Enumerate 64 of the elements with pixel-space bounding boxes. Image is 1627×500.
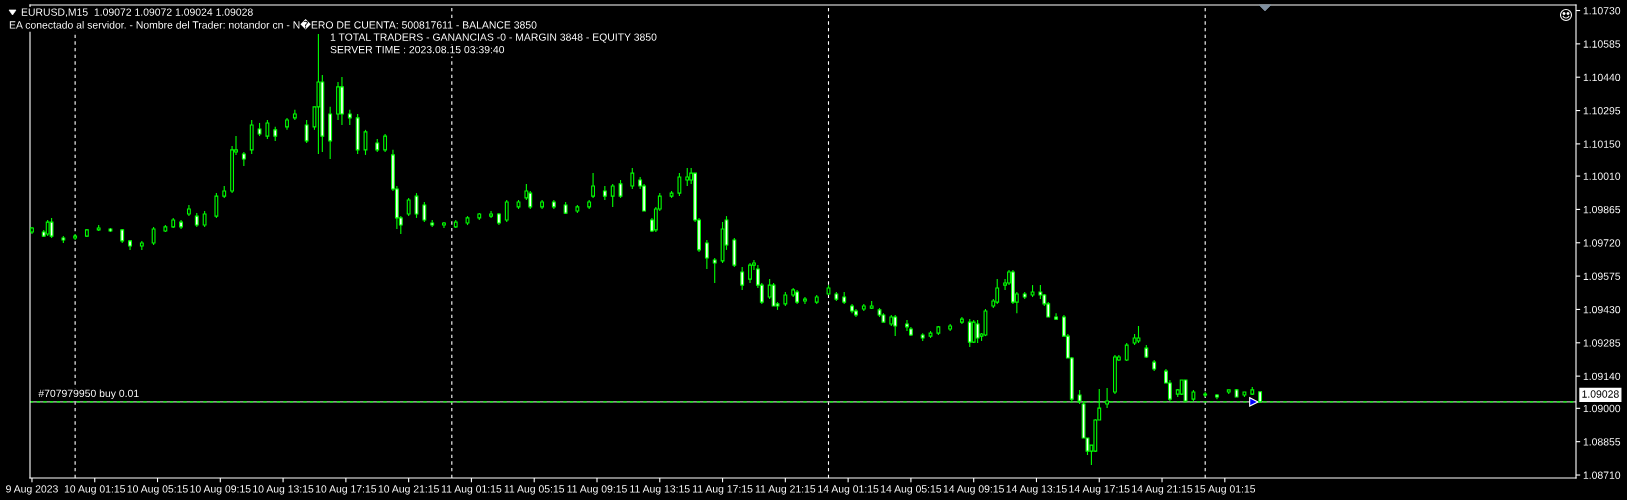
candlestick <box>983 308 988 337</box>
candlestick <box>630 167 635 190</box>
candlestick <box>151 226 156 246</box>
x-tick-label: 11 Aug 17:15 <box>693 485 753 495</box>
y-tick-label: 1.09285 <box>1583 339 1621 347</box>
candlestick <box>967 318 972 348</box>
y-tick-label: 1.09720 <box>1583 239 1621 247</box>
candlestick <box>406 197 411 217</box>
x-tick-label: 14 Aug 21:15 <box>1132 485 1193 495</box>
candlestick <box>740 266 745 291</box>
chart-title: EURUSD,M15 1.09072 1.09072 1.09024 1.09028 <box>21 8 253 18</box>
candlestick <box>214 192 219 219</box>
y-tick-label: 1.09000 <box>1583 404 1621 413</box>
y-tick-label: 1.10010 <box>1583 172 1621 180</box>
y-tick-label: 1.08710 <box>1583 471 1621 479</box>
x-tick-label: 11 Aug 09:15 <box>567 485 627 495</box>
x-tick-label: 11 Aug 21:15 <box>755 485 816 495</box>
y-tick-label: 1.09430 <box>1583 305 1621 314</box>
candlestick <box>414 192 419 219</box>
y-tick-label: 1.10585 <box>1583 40 1621 48</box>
x-tick-label: 10 Aug 01:15 <box>64 485 126 495</box>
y-tick-label: 1.09575 <box>1583 272 1621 280</box>
x-tick-label: 11 Aug 01:15 <box>441 485 502 495</box>
x-tick-label: 14 Aug 13:15 <box>1006 485 1067 495</box>
candlestick <box>704 239 709 270</box>
x-tick-label: 10 Aug 13:15 <box>253 485 314 495</box>
y-tick-label: 1.10150 <box>1583 140 1621 148</box>
candlestick <box>771 282 776 307</box>
candlestick <box>995 278 1000 305</box>
x-tick-label: 14 Aug 05:15 <box>881 485 942 495</box>
annotation: SERVER TIME : 2023.08.15 03:39:40 <box>330 45 505 54</box>
candlestick <box>422 201 427 223</box>
candlestick <box>504 199 509 223</box>
y-tick-label: 1.09140 <box>1583 372 1621 381</box>
candlestick <box>748 262 752 284</box>
candlestick <box>304 119 309 144</box>
y-tick-label: 1.10295 <box>1583 107 1621 115</box>
annotation: EA conectado al servidor. - Nombre del Trader: notandor cn - N�ERO DE CUENTA: 500817611 - BALANCE 3850 <box>9 19 537 30</box>
y-tick-label: 1.10730 <box>1583 7 1621 15</box>
candlestick <box>265 119 270 140</box>
candlestick <box>677 172 682 197</box>
annotation: 1 TOTAL TRADERS - GANANCIAS -0 - MARGIN 3848 - EQUITY 3850 <box>330 33 657 43</box>
ref-line-label: #707979950 buy 0.01 <box>38 389 139 400</box>
candlestick <box>905 319 909 332</box>
candlestick <box>363 129 368 156</box>
candlestick <box>893 314 898 337</box>
x-tick-label: 10 Aug 17:15 <box>315 485 377 495</box>
x-tick-label: 11 Aug 05:15 <box>504 485 565 495</box>
x-tick-label: 10 Aug 21:15 <box>378 485 439 495</box>
y-tick-label: 1.08855 <box>1583 438 1621 446</box>
x-tick-label: 11 Aug 13:15 <box>630 485 690 495</box>
x-tick-label: 9 Aug 2023 <box>6 485 58 495</box>
x-tick-label: 10 Aug 09:15 <box>190 485 251 495</box>
ref-line-label: 1.09028 <box>1582 390 1619 398</box>
x-tick-label: 15 Aug 01:15 <box>1194 485 1256 495</box>
x-tick-label: 14 Aug 17:15 <box>1069 485 1130 495</box>
candlestick <box>591 172 596 199</box>
candlestick <box>610 183 615 208</box>
x-tick-label: 10 Aug 05:15 <box>127 485 188 495</box>
x-tick-label: 14 Aug 01:15 <box>818 485 879 495</box>
y-tick-label: 1.09865 <box>1583 205 1621 214</box>
candlestick <box>712 257 717 284</box>
x-tick-label: 14 Aug 09:15 <box>943 485 1004 495</box>
y-tick-label: 1.10440 <box>1583 73 1621 82</box>
